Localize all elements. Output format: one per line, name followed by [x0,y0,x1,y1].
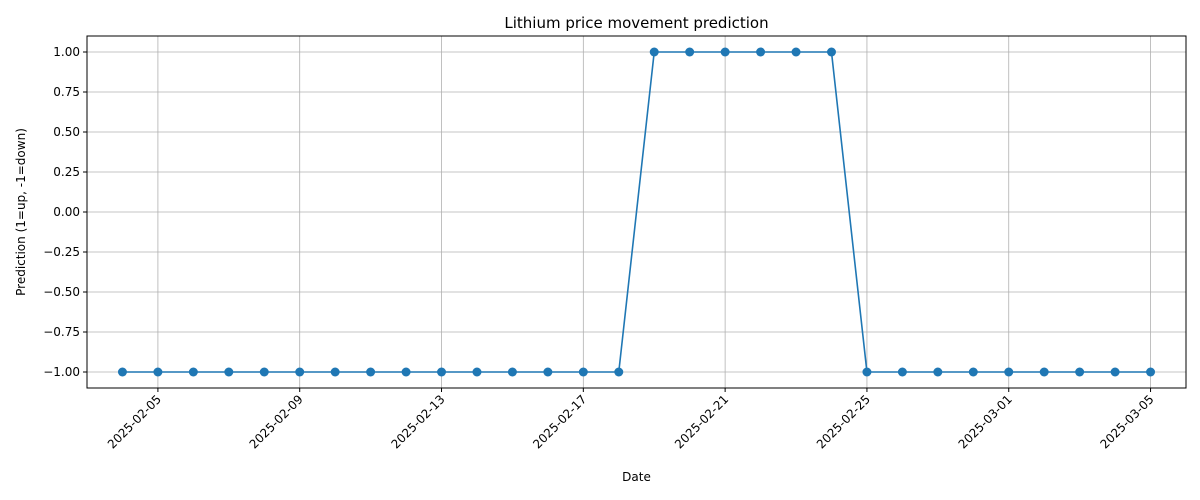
series-line [122,51,1151,373]
data-point [117,367,127,377]
data-point [437,367,447,377]
data-point [1110,367,1120,377]
series-layer [117,47,1156,377]
data-point [1075,367,1085,377]
data-point [578,367,588,377]
data-point [968,367,978,377]
y-tick-label: 0.25 [53,165,80,179]
y-tick-label: 0.75 [53,85,80,99]
y-tick-label: 0.50 [53,125,80,139]
y-tick-label: −0.50 [43,285,80,299]
data-point [507,367,517,377]
data-point [791,47,801,57]
data-point [472,367,482,377]
x-tick-label: 2025-02-21 [672,392,731,451]
x-tick-label: 2025-03-01 [956,392,1015,451]
x-tick-label: 2025-02-17 [530,392,589,451]
data-point [366,367,376,377]
data-point [614,367,624,377]
data-point [1004,367,1014,377]
x-tick-label: 2025-02-13 [388,392,447,451]
data-point [330,367,340,377]
data-point [295,367,305,377]
axis-ticks: −1.00 −0.75 −0.50 −0.25 0.00 0.25 0.50 0.75 1.00… [43,45,1156,451]
y-tick-label: −0.75 [43,325,80,339]
data-point [826,47,836,57]
data-point [756,47,766,57]
y-tick-label: 0.00 [53,205,80,219]
x-tick-label: 2025-03-05 [1097,392,1156,451]
data-point [862,367,872,377]
data-point [188,367,198,377]
x-axis-label: Date [622,470,651,484]
data-point [401,367,411,377]
data-point [224,367,234,377]
data-point [543,367,553,377]
data-point [259,367,269,377]
data-point [1039,367,1049,377]
x-tick-label: 2025-02-05 [105,392,164,451]
data-point [720,47,730,57]
y-axis-label: Prediction (1=up, -1=down) [14,128,28,296]
data-point [153,367,163,377]
y-tick-label: −1.00 [43,365,80,379]
data-point [649,47,659,57]
data-point [685,47,695,57]
x-tick-label: 2025-02-25 [814,392,873,451]
data-point [1146,367,1156,377]
chart-title: Lithium price movement prediction [504,14,768,32]
y-tick-label: 1.00 [53,45,80,59]
data-point [933,367,943,377]
y-tick-label: −0.25 [43,245,80,259]
x-tick-label: 2025-02-09 [247,392,306,451]
data-point [897,367,907,377]
